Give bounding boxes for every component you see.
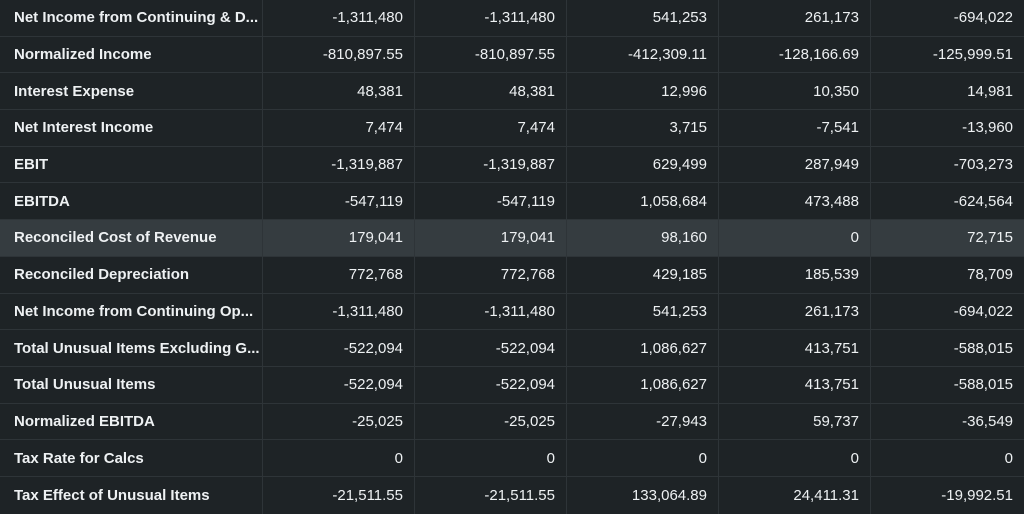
value-cell: 541,253 — [567, 293, 719, 330]
value-cell: 413,751 — [719, 366, 871, 403]
value-cell: 413,751 — [719, 330, 871, 366]
value-cell: 772,768 — [263, 256, 415, 293]
value-cell: 72,715 — [967, 229, 1013, 247]
value-cell: 0 — [1004, 449, 1013, 467]
row-label: Reconciled Cost of Revenue — [0, 220, 263, 256]
value-cell: 48,381 — [415, 73, 567, 110]
value-cell: -25,025 — [263, 403, 415, 440]
value-cell: -522,094 — [415, 366, 567, 403]
value-cell: -128,166.69 — [719, 36, 871, 73]
row-label: EBITDA — [0, 183, 263, 220]
value-cell: -1,311,480 — [415, 293, 567, 330]
value-cell: 24,411.31 — [719, 476, 871, 514]
value-cell: -694,022 — [953, 9, 1013, 27]
value-cell: 541,253 — [567, 0, 719, 36]
value-cell: -1,319,887 — [415, 146, 567, 183]
value-cell: -588,015 — [953, 376, 1013, 394]
value-cell: 185,539 — [719, 256, 871, 293]
table-row[interactable]: EBITDA -547,119 -547,119 1,058,684 473,4… — [0, 183, 1024, 221]
row-label: Net Income from Continuing Op... — [0, 293, 263, 330]
row-label: Normalized Income — [0, 36, 263, 73]
value-cell: 78,709 — [967, 266, 1013, 284]
value-cell: -810,897.55 — [263, 36, 415, 73]
value-cell: 287,949 — [719, 146, 871, 183]
row-label: Interest Expense — [0, 73, 263, 110]
value-cell: 772,768 — [415, 256, 567, 293]
value-cell: 429,185 — [567, 256, 719, 293]
value-cell: -1,311,480 — [415, 0, 567, 36]
value-cell: 261,173 — [719, 293, 871, 330]
value-cell: -25,025 — [415, 403, 567, 440]
value-cell: -703,273 — [953, 156, 1013, 174]
value-cell: -694,022 — [953, 302, 1013, 320]
value-cell: -7,541 — [719, 110, 871, 146]
value-cell: 0 — [719, 440, 871, 476]
row-label: Normalized EBITDA — [0, 403, 263, 440]
table-row[interactable]: Total Unusual Items -522,094 -522,094 1,… — [0, 366, 1024, 404]
row-label: Net Income from Continuing & D... — [0, 0, 263, 36]
table-row[interactable]: EBIT -1,319,887 -1,319,887 629,499 287,9… — [0, 146, 1024, 184]
value-cell: 1,086,627 — [567, 366, 719, 403]
row-label: Net Interest Income — [0, 110, 263, 146]
table-row[interactable]: Tax Effect of Unusual Items -21,511.55 -… — [0, 476, 1024, 514]
value-cell: -522,094 — [263, 366, 415, 403]
value-cell: 14,981 — [967, 82, 1013, 100]
value-cell: -13,960 — [962, 119, 1013, 137]
value-cell: 0 — [719, 220, 871, 256]
value-cell: -27,943 — [567, 403, 719, 440]
value-cell: 629,499 — [567, 146, 719, 183]
value-cell: 133,064.89 — [567, 476, 719, 514]
value-cell: -19,992.51 — [941, 486, 1013, 504]
value-cell: -125,999.51 — [932, 46, 1013, 64]
value-cell: 48,381 — [263, 73, 415, 110]
row-label: EBIT — [0, 146, 263, 183]
value-cell: 7,474 — [415, 110, 567, 146]
table-row[interactable]: Reconciled Depreciation 772,768 772,768 … — [0, 256, 1024, 294]
table-row[interactable]: Tax Rate for Calcs 0 0 0 0 0 — [0, 440, 1024, 477]
row-label: Total Unusual Items Excluding G... — [0, 330, 263, 366]
value-cell: 179,041 — [263, 220, 415, 256]
value-cell: 1,058,684 — [567, 183, 719, 220]
table-row[interactable]: Net Income from Continuing & D... -1,311… — [0, 0, 1024, 37]
value-cell: 59,737 — [719, 403, 871, 440]
value-cell: -21,511.55 — [263, 476, 415, 514]
table-row[interactable]: Total Unusual Items Excluding G... -522,… — [0, 330, 1024, 367]
value-cell: -810,897.55 — [415, 36, 567, 73]
row-label: Total Unusual Items — [0, 366, 263, 403]
value-cell: 7,474 — [263, 110, 415, 146]
value-cell: -1,319,887 — [263, 146, 415, 183]
value-cell: -21,511.55 — [415, 476, 567, 514]
value-cell: 0 — [567, 440, 719, 476]
table-row[interactable]: Net Interest Income 7,474 7,474 3,715 -7… — [0, 110, 1024, 147]
row-label: Tax Effect of Unusual Items — [0, 476, 263, 514]
value-cell: -588,015 — [953, 339, 1013, 357]
table-row[interactable]: Normalized EBITDA -25,025 -25,025 -27,94… — [0, 403, 1024, 441]
value-cell: 179,041 — [415, 220, 567, 256]
value-cell: -1,311,480 — [263, 293, 415, 330]
table-row[interactable]: Net Income from Continuing Op... -1,311,… — [0, 293, 1024, 331]
value-cell: 10,350 — [719, 73, 871, 110]
value-cell: 0 — [263, 440, 415, 476]
table-row[interactable]: Normalized Income -810,897.55 -810,897.5… — [0, 36, 1024, 74]
table-row-hovered[interactable]: Reconciled Cost of Revenue 179,041 179,0… — [0, 220, 1024, 257]
value-cell: -547,119 — [263, 183, 415, 220]
value-cell: -412,309.11 — [567, 36, 719, 73]
value-cell: 98,160 — [567, 220, 719, 256]
value-cell: 0 — [415, 440, 567, 476]
row-label: Tax Rate for Calcs — [0, 440, 263, 476]
value-cell: 1,086,627 — [567, 330, 719, 366]
value-cell: -1,311,480 — [263, 0, 415, 36]
value-cell: -522,094 — [415, 330, 567, 366]
value-cell: -36,549 — [962, 412, 1013, 430]
value-cell: -522,094 — [263, 330, 415, 366]
value-cell: 261,173 — [719, 0, 871, 36]
value-cell: 12,996 — [567, 73, 719, 110]
table-row[interactable]: Interest Expense 48,381 48,381 12,996 10… — [0, 73, 1024, 111]
value-cell: 3,715 — [567, 110, 719, 146]
value-cell: 473,488 — [719, 183, 871, 220]
value-cell: -624,564 — [953, 192, 1013, 210]
row-label: Reconciled Depreciation — [0, 256, 263, 293]
value-cell: -547,119 — [415, 183, 567, 220]
